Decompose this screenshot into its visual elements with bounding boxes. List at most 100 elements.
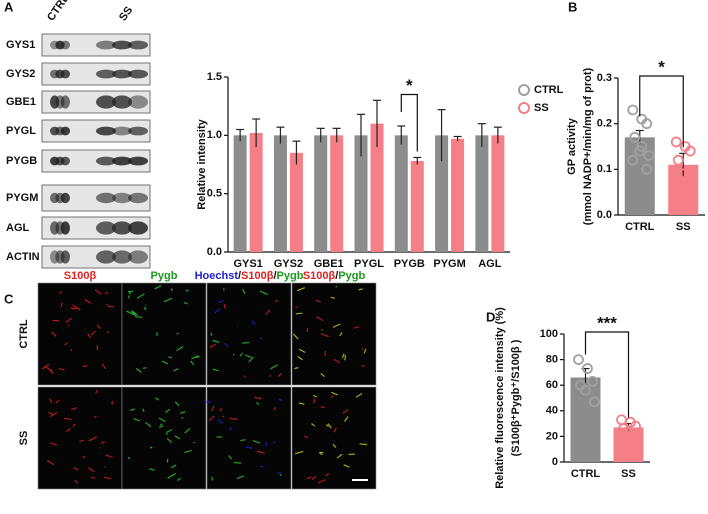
data-point bbox=[589, 396, 600, 408]
signal bbox=[87, 467, 95, 473]
signal bbox=[343, 464, 350, 468]
y-tick-label: 1.5 bbox=[207, 71, 222, 83]
bar bbox=[354, 135, 368, 252]
y-tick-label: 40 bbox=[546, 405, 558, 417]
signal bbox=[161, 360, 169, 365]
signal bbox=[73, 467, 79, 471]
signal bbox=[294, 366, 299, 370]
signal bbox=[212, 339, 220, 344]
blot-band bbox=[112, 250, 132, 264]
micrograph-header: S100β bbox=[64, 270, 97, 282]
signal bbox=[332, 443, 337, 448]
bar bbox=[330, 135, 344, 252]
panel-label: C bbox=[4, 291, 14, 306]
signal bbox=[67, 324, 70, 327]
signal bbox=[163, 297, 173, 303]
bar bbox=[435, 135, 449, 252]
signal bbox=[177, 477, 182, 481]
data-point bbox=[582, 363, 593, 374]
blot-band bbox=[112, 126, 132, 136]
blot-band bbox=[128, 156, 148, 166]
x-tick-label: SS bbox=[676, 221, 691, 233]
signal bbox=[158, 425, 164, 429]
significance-bracket bbox=[400, 93, 418, 152]
bar bbox=[624, 137, 655, 215]
signal bbox=[296, 287, 305, 292]
blot-band bbox=[128, 95, 148, 109]
signal bbox=[190, 360, 195, 366]
signal bbox=[342, 409, 349, 414]
signal bbox=[104, 476, 112, 480]
signal bbox=[341, 353, 345, 359]
bar bbox=[314, 135, 328, 252]
signal bbox=[184, 427, 191, 434]
micrograph-header: Hoechst/S100β/Pygb bbox=[195, 270, 304, 282]
signal bbox=[315, 299, 321, 303]
signal bbox=[240, 439, 247, 442]
signal bbox=[295, 312, 303, 315]
signal bbox=[265, 309, 271, 316]
blot-row-label: GYS1 bbox=[6, 39, 35, 51]
header-part: / bbox=[273, 270, 276, 282]
signal bbox=[183, 301, 188, 305]
bar bbox=[233, 135, 247, 252]
blot-band bbox=[60, 126, 70, 136]
signal bbox=[251, 320, 256, 326]
x-tick-label: CTRL bbox=[625, 221, 655, 233]
bar bbox=[410, 161, 424, 252]
signal bbox=[336, 453, 343, 459]
signal bbox=[252, 439, 261, 444]
blot-band bbox=[96, 156, 116, 166]
y-axis-label: Relative intensity bbox=[196, 118, 208, 209]
data-point bbox=[677, 168, 689, 180]
micrograph bbox=[37, 386, 123, 490]
bar bbox=[289, 152, 303, 252]
blot-row-label: PYGB bbox=[6, 155, 37, 167]
signal bbox=[277, 373, 282, 378]
signal bbox=[96, 324, 102, 330]
blot-row-label: PYGM bbox=[6, 192, 38, 204]
signal bbox=[55, 400, 60, 404]
signal bbox=[332, 323, 341, 328]
signal bbox=[47, 460, 55, 466]
signal bbox=[359, 443, 368, 446]
signal bbox=[93, 415, 97, 418]
signal bbox=[168, 356, 173, 359]
data-point bbox=[573, 354, 584, 366]
signal bbox=[255, 401, 260, 406]
signal bbox=[60, 302, 63, 308]
header-part: S100β bbox=[303, 270, 336, 282]
x-tick-label: GYS2 bbox=[274, 258, 303, 270]
signal bbox=[88, 436, 97, 442]
significance: *** bbox=[597, 313, 617, 332]
x-tick-label: CTRL bbox=[571, 468, 601, 480]
data-point bbox=[641, 163, 653, 175]
signal bbox=[208, 415, 215, 422]
signal bbox=[223, 304, 226, 309]
data-point bbox=[672, 154, 684, 166]
signal bbox=[165, 408, 171, 414]
bar bbox=[394, 135, 408, 252]
signal bbox=[126, 310, 135, 316]
micrograph bbox=[206, 282, 292, 386]
data-point bbox=[670, 195, 682, 207]
signal bbox=[270, 364, 278, 370]
signal bbox=[50, 411, 58, 418]
blot-band bbox=[128, 126, 148, 136]
signal bbox=[211, 476, 214, 481]
signal bbox=[259, 337, 263, 340]
signal bbox=[90, 330, 96, 336]
blot-band bbox=[128, 192, 148, 204]
signal bbox=[217, 418, 224, 425]
signal bbox=[331, 391, 338, 396]
signal bbox=[242, 288, 246, 295]
bar bbox=[570, 377, 601, 462]
signal bbox=[212, 368, 219, 372]
blot-band bbox=[96, 221, 116, 235]
header-part: S100β bbox=[64, 270, 97, 282]
signal bbox=[170, 464, 177, 469]
bar bbox=[451, 138, 465, 252]
header-part: / bbox=[238, 270, 241, 282]
legend-marker bbox=[518, 102, 530, 114]
signal bbox=[65, 427, 71, 433]
